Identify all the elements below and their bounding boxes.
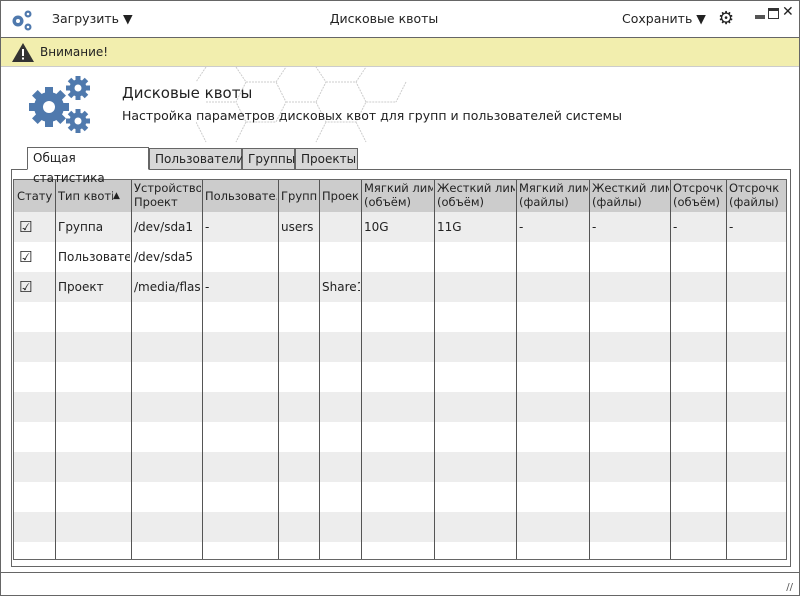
table-cell: Проект <box>58 280 104 294</box>
column-header[interactable]: Жесткий лим (объём) <box>437 181 515 209</box>
column-header[interactable]: Тип квоті ▲ <box>58 189 130 203</box>
column-header-line1: Проек <box>322 189 360 203</box>
resize-grip-icon[interactable]: // <box>786 582 793 593</box>
warning-bar: Внимание! <box>1 38 799 67</box>
table-cell: 10G <box>364 220 389 234</box>
page-subtitle: Настройка параметров дисковых квот для г… <box>122 108 622 123</box>
table-row[interactable] <box>14 272 786 302</box>
warning-icon <box>12 43 34 62</box>
table-cell: - <box>205 280 210 294</box>
column-divider[interactable] <box>726 180 727 559</box>
column-header-line2: Проект <box>134 195 178 209</box>
tab-panel <box>11 169 791 567</box>
column-header-line2: (объём) <box>364 195 411 209</box>
column-divider[interactable] <box>434 180 435 559</box>
column-header[interactable]: Отсрочк (объём) <box>673 181 725 209</box>
maximize-button[interactable] <box>768 8 779 19</box>
load-label: Загрузить <box>52 11 119 26</box>
column-header[interactable]: Устройство Проект <box>134 181 201 209</box>
table-cell: - <box>592 220 597 234</box>
column-header-line1: Жесткий лим <box>437 181 515 195</box>
column-header-line1: Отсрочк <box>729 181 780 195</box>
column-header-line2: (файлы) <box>519 195 569 209</box>
column-divider[interactable] <box>516 180 517 559</box>
table-row[interactable] <box>14 392 786 422</box>
app-gears-icon <box>12 10 32 31</box>
dropdown-arrow-icon: ▼ <box>696 11 706 26</box>
header-gears-icon <box>29 76 90 133</box>
table-cell: Группа <box>58 220 104 234</box>
warning-text: Внимание! <box>40 45 109 59</box>
column-header[interactable]: Группі <box>281 189 318 203</box>
status-checkbox[interactable]: ☑ <box>19 248 33 266</box>
table-cell: - <box>205 220 210 234</box>
window-title: Дисковые квоты <box>329 11 439 26</box>
quota-table[interactable]: Стату Тип квоті ▲ Устройство Проект Пользова… <box>13 179 787 560</box>
settings-gear-icon[interactable]: ⚙ <box>718 8 735 29</box>
column-header[interactable]: Жесткий лим (файлы) <box>592 181 669 209</box>
table-cell: Share1 <box>322 280 360 294</box>
load-menu-button[interactable]: Загрузить ▼ <box>52 11 133 26</box>
column-divider[interactable] <box>278 180 279 559</box>
dropdown-arrow-icon: ▼ <box>122 11 133 26</box>
title-bar: Загрузить ▼ Дисковые квоты Сохранить ▼ ⚙… <box>1 1 799 38</box>
table-cell: /media/flas <box>134 280 201 294</box>
table-header: Стату Тип квоті ▲ Устройство Проект Пользова… <box>14 180 786 212</box>
table-row[interactable] <box>14 212 786 242</box>
column-header-line1: Мягкий лимі <box>364 181 433 195</box>
tab-general-stats[interactable]: Общая статистика <box>27 147 149 185</box>
column-header-line2: (файлы) <box>592 195 642 209</box>
column-header-line2: (объём) <box>437 195 484 209</box>
column-header-line1: Мягкий лимі <box>519 181 588 195</box>
column-header-line1: Группі <box>281 189 318 203</box>
sort-ascending-icon: ▲ <box>113 189 120 203</box>
table-row[interactable] <box>14 512 786 542</box>
status-bar: // <box>1 572 799 596</box>
hexagon-background <box>196 67 407 143</box>
column-header-line1: Устройство <box>134 181 201 195</box>
status-checkbox[interactable]: ☑ <box>19 278 33 296</box>
column-header-line1: Отсрочк <box>673 181 724 195</box>
column-divider[interactable] <box>131 180 132 559</box>
table-cell: - <box>729 220 734 234</box>
column-header-line2: (файлы) <box>729 195 779 209</box>
table-cell: /dev/sda5 <box>134 250 194 264</box>
column-divider[interactable] <box>589 180 590 559</box>
table-cell: users <box>281 220 314 234</box>
table-row[interactable] <box>14 332 786 362</box>
save-menu-button[interactable]: Сохранить ▼ <box>622 11 706 26</box>
column-header[interactable]: Отсрочк (файлы) <box>729 181 785 209</box>
table-cell: Пользовате. <box>58 250 130 264</box>
column-header-line1: Жесткий лим <box>592 181 669 195</box>
column-header-line1: Стату <box>17 189 53 203</box>
table-cell: 11G <box>437 220 462 234</box>
minimize-button[interactable] <box>755 15 765 19</box>
column-header-line2: (объём) <box>673 195 720 209</box>
tab-projects[interactable]: Проекты <box>295 148 358 170</box>
table-row[interactable] <box>14 452 786 482</box>
save-label: Сохранить <box>622 11 693 26</box>
column-header-line1: Пользовате. <box>205 189 277 203</box>
column-divider[interactable] <box>202 180 203 559</box>
column-header[interactable]: Пользовате. <box>205 189 277 203</box>
column-header-line1: Тип квоті <box>58 189 115 203</box>
table-cell: /dev/sda1 <box>134 220 194 234</box>
column-divider[interactable] <box>670 180 671 559</box>
table-cell: - <box>519 220 524 234</box>
column-divider[interactable] <box>361 180 362 559</box>
column-header[interactable]: Мягкий лимі (файлы) <box>519 181 588 209</box>
tab-users[interactable]: Пользователи <box>149 148 244 170</box>
close-button[interactable]: ✕ <box>782 4 794 20</box>
column-divider[interactable] <box>55 180 56 559</box>
table-cell: - <box>673 220 678 234</box>
column-header[interactable]: Проек <box>322 189 360 203</box>
column-header[interactable]: Стату <box>17 189 54 203</box>
page-title: Дисковые квоты <box>122 84 253 102</box>
status-checkbox[interactable]: ☑ <box>19 218 33 236</box>
column-divider[interactable] <box>319 180 320 559</box>
column-header[interactable]: Мягкий лимі (объём) <box>364 181 433 209</box>
tab-groups[interactable]: Группы <box>242 148 295 170</box>
